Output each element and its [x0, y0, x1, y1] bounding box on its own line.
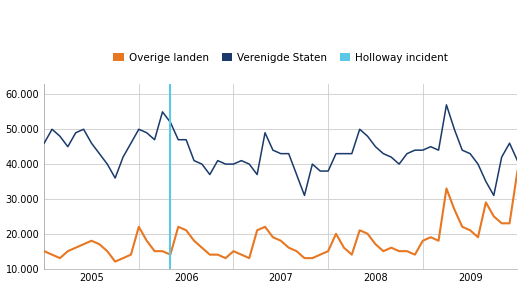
Legend: Overige landen, Verenigde Staten, Holloway incident: Overige landen, Verenigde Staten, Hollow…: [109, 49, 452, 67]
